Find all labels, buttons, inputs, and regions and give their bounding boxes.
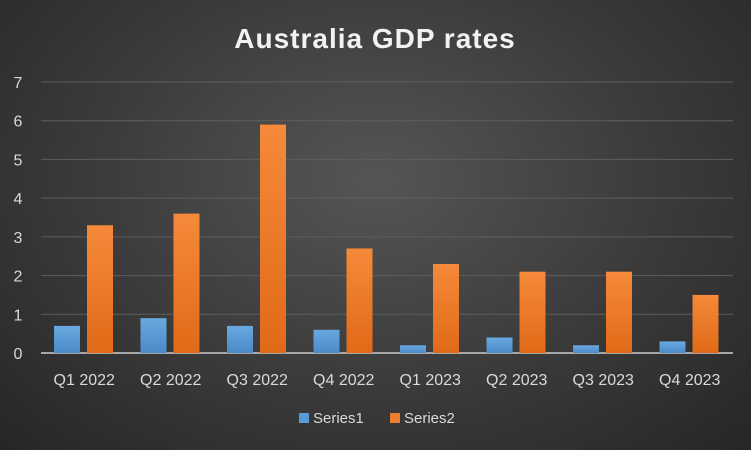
y-tick-label: 1 — [14, 307, 23, 324]
bar-series2-q2-2023 — [519, 271, 546, 353]
bar-series2-q2-2022 — [173, 213, 200, 353]
x-tick-label: Q4 2023 — [659, 372, 720, 389]
x-tick-label: Q4 2022 — [313, 372, 374, 389]
legend-label-series1: Series1 — [313, 410, 364, 427]
bar-series1-q2-2022 — [140, 318, 167, 353]
bar-series1-q3-2023 — [573, 345, 599, 353]
x-tick-label: Q1 2023 — [400, 372, 461, 389]
bar-series1-q1-2023 — [400, 345, 426, 353]
bar-series2-q1-2022 — [87, 225, 113, 353]
y-tick-label: 4 — [14, 191, 23, 208]
bar-series2-q4-2022 — [346, 248, 373, 353]
chart-title: Australia GDP rates — [234, 23, 516, 54]
x-tick-label: Q2 2023 — [486, 372, 547, 389]
legend-label-series2: Series2 — [404, 410, 455, 427]
y-tick-label: 3 — [14, 230, 23, 247]
legend-swatch-series1 — [299, 413, 309, 423]
y-tick-label: 0 — [14, 346, 23, 363]
bar-series1-q4-2022 — [313, 329, 340, 353]
bar-series2-q3-2023 — [606, 271, 632, 353]
y-tick-label: 5 — [14, 152, 23, 169]
y-tick-label: 7 — [14, 75, 23, 92]
bar-series1-q1-2022 — [54, 325, 80, 353]
bar-series2-q3-2022 — [260, 124, 286, 353]
legend-swatch-series2 — [390, 413, 400, 423]
x-tick-label: Q3 2022 — [227, 372, 288, 389]
bar-series2-q4-2023 — [692, 294, 719, 353]
bar-series1-q4-2023 — [659, 341, 686, 353]
x-tick-label: Q2 2022 — [140, 372, 201, 389]
bar-series1-q3-2022 — [227, 325, 253, 353]
x-tick-label: Q1 2022 — [54, 372, 115, 389]
bar-series2-q1-2023 — [433, 263, 459, 353]
x-tick-label: Q3 2023 — [573, 372, 634, 389]
bar-series1-q2-2023 — [486, 337, 513, 353]
y-tick-label: 6 — [14, 114, 23, 131]
y-tick-label: 2 — [14, 269, 23, 286]
